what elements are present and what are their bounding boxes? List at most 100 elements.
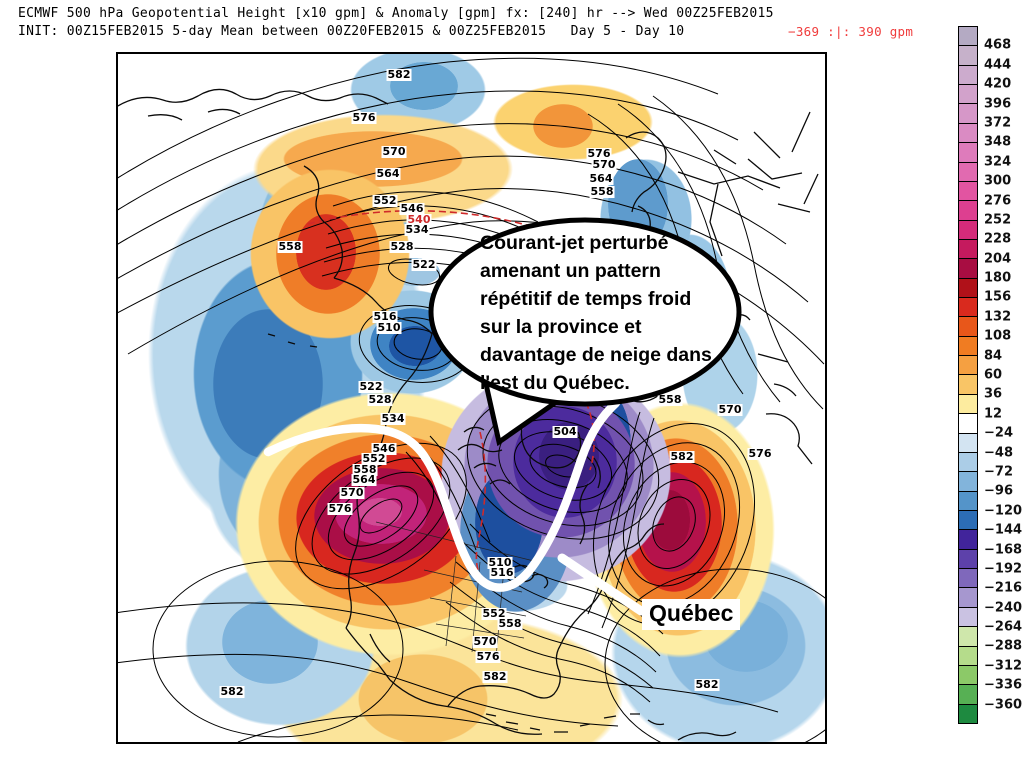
colorbar-tick: −336	[984, 677, 1023, 693]
colorbar-tick: 180	[984, 270, 1012, 286]
colorbar-tick: −216	[984, 580, 1023, 596]
colorbar-ticks: 468 444 420 396 372 348 324 300 276 252 228 204 180 1…	[984, 26, 1024, 726]
colorbar-cell	[959, 259, 977, 279]
colorbar-tick: 372	[984, 115, 1012, 131]
contour-label: 558	[657, 393, 683, 406]
colorbar-tick: −360	[984, 697, 1023, 713]
colorbar-cell	[959, 510, 977, 531]
contour-label: 528	[389, 240, 415, 253]
colorbar-cell	[959, 201, 977, 221]
contour-label: 558	[589, 185, 615, 198]
contour-label: 558	[497, 617, 523, 630]
contour-label: 582	[669, 450, 695, 463]
contour-label: 522	[358, 380, 384, 393]
contour-label: 510	[376, 321, 402, 334]
contour-label: 546	[399, 202, 425, 215]
colorbar-tick: 300	[984, 173, 1012, 189]
colorbar-cell	[959, 665, 977, 686]
colorbar-tick: 60	[984, 367, 1003, 383]
contour-label: 576	[586, 147, 612, 160]
coastlines	[118, 88, 819, 741]
contour-label: 576	[747, 447, 773, 460]
colorbar-tick: −144	[984, 522, 1023, 538]
colorbar-tick: 132	[984, 309, 1012, 325]
colorbar-tick: 276	[984, 193, 1012, 208]
colorbar-cell	[959, 491, 977, 511]
colorbar-cell	[959, 104, 977, 124]
speech-bubble-text: Courant-jet perturbé amenant un pattern …	[480, 232, 712, 394]
colorbar-tick: 396	[984, 96, 1012, 112]
colorbar-tick: 324	[984, 154, 1012, 170]
contour-label: 582	[482, 670, 508, 683]
contour-label: 558	[352, 463, 378, 476]
colorbar-tick: 36	[984, 386, 1003, 402]
colorbar-tick: 108	[984, 328, 1012, 344]
colorbar-tick: −120	[984, 503, 1023, 519]
contour-label: 582	[219, 685, 245, 698]
state-borders	[375, 521, 539, 659]
colorbar-tick: 252	[984, 212, 1012, 228]
colorbar-tick: 156	[984, 289, 1012, 305]
contour-label: 516	[489, 566, 515, 579]
colorbar-cell	[959, 356, 977, 376]
colorbar-tick: 444	[984, 57, 1012, 73]
colorbar-cell	[959, 181, 977, 202]
contour-label: 582	[694, 678, 720, 691]
colorbar-tick: 420	[984, 76, 1012, 92]
colorbar-tick: −24	[984, 425, 1013, 441]
contour-label: 564	[588, 172, 614, 185]
contour-label: 570	[591, 158, 617, 171]
colorbar-tick: 84	[984, 348, 1003, 364]
colorbar-cell	[959, 588, 977, 608]
chart-title-line1: ECMWF 500 hPa Geopotential Height [x10 g…	[18, 6, 774, 21]
colorbar-tick: −312	[984, 658, 1023, 674]
contour-label: 576	[327, 502, 353, 515]
colorbar-cell	[959, 569, 977, 589]
colorbar-tick: −168	[984, 542, 1023, 557]
colorbar-tick: −48	[984, 445, 1013, 461]
contour-label: 582	[386, 68, 412, 81]
contour-label: 564	[351, 473, 377, 486]
jet-stream-line	[263, 398, 621, 592]
quebec-label: Québec	[642, 599, 741, 630]
contour-label: 576	[475, 650, 501, 663]
colorbar-tick: −288	[984, 638, 1023, 654]
colorbar-cell	[959, 65, 977, 86]
colorbar-cell	[959, 317, 977, 337]
colorbar-cell	[959, 375, 977, 395]
contour-label: 504	[552, 425, 578, 438]
colorbar-cell	[959, 646, 977, 666]
contour-label: 564	[375, 167, 401, 180]
colorbar-cell	[959, 278, 977, 299]
colorbar-tick: −192	[984, 561, 1023, 577]
colorbar-cell	[959, 472, 977, 492]
contour-label: 570	[339, 486, 365, 499]
colorbar-cell	[959, 336, 977, 357]
colorbar-cell	[959, 46, 977, 66]
colorbar-cells	[958, 26, 978, 724]
colorbar-tick: −264	[984, 619, 1023, 635]
colorbar-cell	[959, 549, 977, 570]
colorbar-cell	[959, 143, 977, 163]
anomaly-range-note: −369 :|: 390 gpm	[788, 24, 914, 39]
colorbar-cell	[959, 85, 977, 105]
colorbar-cell	[959, 394, 977, 415]
colorbar-tick: 204	[984, 251, 1012, 267]
map-panel: 582 576 570 564 552 546 540 534 528 522 558 516 510 5…	[116, 52, 827, 744]
contour-label: 558	[277, 240, 303, 253]
contour-label: 540	[406, 213, 432, 226]
contour-label: 576	[351, 111, 377, 124]
colorbar-cell	[959, 27, 977, 47]
colorbar-cell	[959, 452, 977, 473]
colorbar-cell	[959, 414, 977, 434]
colorbar-cell	[959, 298, 977, 318]
contour-label: 552	[361, 452, 387, 465]
contour-label: 510	[487, 556, 513, 569]
contour-label: 516	[372, 310, 398, 323]
chart-title-line2: INIT: 00Z15FEB2015 5-day Mean between 00…	[18, 24, 685, 39]
colorbar-cell	[959, 162, 977, 182]
contour-label: 522	[411, 258, 437, 271]
contour-label: 552	[481, 607, 507, 620]
colorbar-tick: 12	[984, 406, 1003, 422]
contour-label: 534	[404, 223, 430, 236]
